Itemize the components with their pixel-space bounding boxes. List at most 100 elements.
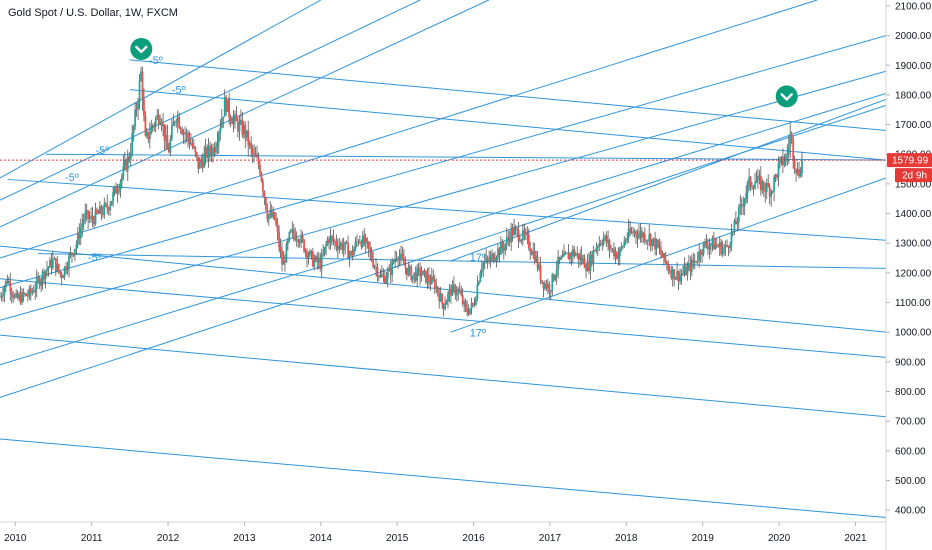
candle-body-96 xyxy=(140,71,142,81)
candle-body-16 xyxy=(22,292,25,296)
trendlines xyxy=(0,0,886,519)
candle-body-434 xyxy=(636,235,639,239)
candle-body-23 xyxy=(32,291,35,293)
candle-body-545 xyxy=(799,173,802,177)
candle-body-482 xyxy=(707,246,709,250)
y-tick-label-11: 1000.00 xyxy=(895,328,932,339)
trendline-15 xyxy=(0,92,886,366)
candle-body-416 xyxy=(610,248,612,250)
candle-body-195 xyxy=(285,243,288,263)
candle-body-507 xyxy=(743,198,746,206)
candle-body-186 xyxy=(272,212,275,217)
candle-body-431 xyxy=(632,231,634,233)
candle-body-169 xyxy=(247,130,250,146)
candle-body-116 xyxy=(169,139,172,153)
candle-body-143 xyxy=(209,145,211,153)
candle-body-126 xyxy=(184,132,186,134)
y-tick-label-8: 1300.00 xyxy=(895,239,932,250)
candle-body-511 xyxy=(749,176,752,187)
candle-body-436 xyxy=(639,231,642,234)
candle-body-370 xyxy=(542,282,545,289)
y-tick-label-1: 2000.00 xyxy=(895,31,932,42)
candle-body-427 xyxy=(626,238,629,241)
candle-body-29 xyxy=(41,271,44,281)
candle-body-90 xyxy=(131,133,134,154)
candle-body-172 xyxy=(251,148,254,155)
candle-body-509 xyxy=(746,182,749,194)
candle-body-252 xyxy=(369,248,372,252)
candle-body-250 xyxy=(366,238,369,242)
trendline-5 xyxy=(0,245,886,333)
candle-body-256 xyxy=(375,266,377,268)
candle-body-465 xyxy=(682,273,684,275)
candle-body-428 xyxy=(627,228,630,239)
candle-body-518 xyxy=(759,175,762,191)
candle-body-514 xyxy=(754,183,756,189)
candle-body-488 xyxy=(715,244,718,246)
candle-body-175 xyxy=(256,156,258,158)
candle-body-289 xyxy=(423,270,426,272)
candle-body-159 xyxy=(232,118,235,125)
candle-body-36 xyxy=(51,259,54,269)
candle-body-266 xyxy=(389,268,392,275)
chart-title: Gold Spot / U.S. Dollar, 1W, FXCM xyxy=(8,7,178,19)
candle-body-479 xyxy=(702,241,705,254)
candle-body-529 xyxy=(776,174,778,178)
candle-body-208 xyxy=(304,250,307,252)
candle-body-194 xyxy=(284,260,286,263)
candle-body-181 xyxy=(264,197,267,210)
candle-body-134 xyxy=(195,152,198,157)
candle-body-106 xyxy=(154,118,157,126)
candle-body-133 xyxy=(194,146,197,153)
candle-body-417 xyxy=(611,248,614,250)
candle-body-382 xyxy=(560,256,562,260)
candle-body-192 xyxy=(281,250,283,265)
candle-body-61 xyxy=(88,217,91,219)
candle-body-448 xyxy=(657,239,659,247)
candle-body-203 xyxy=(297,239,300,242)
candle-body-283 xyxy=(414,272,417,281)
candle-body-413 xyxy=(605,235,608,244)
candle-body-351 xyxy=(514,228,517,230)
candle-body-69 xyxy=(100,206,103,214)
candle-body-42 xyxy=(60,274,63,279)
candle-body-315 xyxy=(461,295,464,305)
candle-body-336 xyxy=(492,253,495,262)
candle-body-471 xyxy=(690,259,693,272)
candle-body-157 xyxy=(229,117,232,122)
candle-body-505 xyxy=(740,203,743,206)
candle-body-335 xyxy=(491,253,493,257)
candle-body-406 xyxy=(595,247,598,252)
candle-body-469 xyxy=(687,263,690,268)
candle-body-338 xyxy=(495,257,498,260)
candle-body-430 xyxy=(630,231,633,234)
candle-body-276 xyxy=(404,265,407,269)
candle-body-242 xyxy=(354,241,357,250)
candle-body-376 xyxy=(551,274,554,291)
candle-body-110 xyxy=(160,121,163,127)
candle-body-371 xyxy=(544,283,546,289)
candle-body-71 xyxy=(103,203,106,215)
trendline-11 xyxy=(0,0,490,228)
candle-body-221 xyxy=(323,247,326,254)
candle-body-449 xyxy=(658,246,661,249)
candle-body-491 xyxy=(720,242,723,254)
candle-body-535 xyxy=(784,155,787,162)
candle-body-153 xyxy=(223,97,226,117)
candle-body-284 xyxy=(416,267,419,281)
candle-body-534 xyxy=(783,161,786,166)
angle-annotation-6: 17º xyxy=(470,328,486,340)
candle-body-184 xyxy=(269,210,272,215)
down-chevron-marker-icon-1 xyxy=(775,85,798,108)
candle-body-121 xyxy=(176,116,179,122)
candle-body-420 xyxy=(616,252,618,259)
candle-body-151 xyxy=(220,119,223,128)
down-chevron-marker-icon-0 xyxy=(130,37,153,60)
candle-body-89 xyxy=(129,153,132,160)
candle-body-369 xyxy=(541,280,543,283)
markers xyxy=(130,37,798,108)
candle-body-498 xyxy=(730,232,733,246)
trendline-13 xyxy=(0,35,886,289)
candle-body-309 xyxy=(452,284,455,287)
candle-body-302 xyxy=(442,303,445,310)
